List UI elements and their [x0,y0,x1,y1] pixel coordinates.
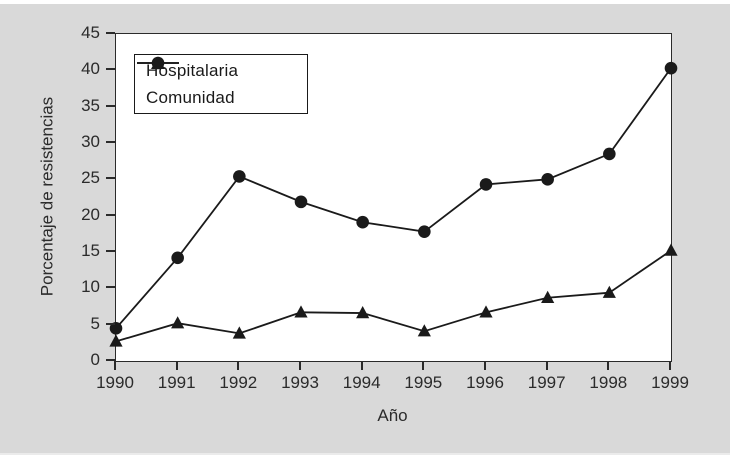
triangle-data-point-icon [356,306,370,319]
circle-data-point-icon [294,195,308,209]
y-tick-mark [106,286,115,289]
y-tick-mark [106,32,115,34]
x-tick-label: 1990 [96,373,134,392]
x-tick-mark [360,361,363,370]
triangle-marker-icon [137,56,179,69]
x-tick-mark [484,361,486,370]
circle-data-point-icon [356,215,369,229]
y-tick-label: 15 [81,241,100,260]
triangle-data-point-icon [109,334,123,347]
x-tick-label: 1995 [404,373,443,392]
series-line-hospitalaria [115,67,672,329]
triangle-data-point-icon [417,324,431,337]
y-tick-label: 40 [81,59,100,79]
circle-data-point-icon [418,225,431,238]
y-tick-mark [106,141,115,143]
legend-row-comunidad: Comunidad [137,56,307,109]
y-tick-mark [106,213,115,216]
x-tick-mark [237,361,240,370]
y-tick-mark [106,250,115,252]
top-border-strip [0,0,730,4]
x-tick-mark [175,361,178,370]
x-tick-mark [669,361,671,370]
x-tick-label: 1993 [281,373,319,392]
y-tick-label: 35 [81,95,100,115]
y-tick-label: 5 [90,313,100,333]
y-tick-mark [106,68,115,71]
triangle-data-point-icon [479,305,493,318]
y-tick-label: 30 [81,132,100,151]
triangle-data-point-icon [664,243,678,256]
y-tick-label: 45 [81,23,100,42]
triangle-data-point-icon [294,305,308,318]
y-tick-mark [106,359,115,361]
triangle-data-point-icon [602,285,616,298]
y-tick-label: 0 [90,350,100,369]
x-tick-label: 1991 [157,373,196,392]
triangle-data-point-icon [171,316,185,329]
y-tick-label: 20 [81,204,100,224]
triangle-data-point-icon [232,326,246,339]
x-tick-mark [422,361,425,370]
x-tick-label: 1992 [219,373,258,392]
plot-area: Hospitalaria Comunidad [109,33,678,362]
x-tick-mark [545,361,548,370]
legend-label-comunidad: Comunidad [146,87,235,107]
triangle-data-point-icon [541,290,555,303]
y-tick-label: 10 [81,277,100,297]
circle-data-point-icon [541,173,554,186]
y-tick-label: 25 [81,168,100,188]
x-tick-label: 1997 [527,373,566,392]
x-tick-mark [114,361,116,370]
series-line-comunidad [115,249,672,343]
x-tick-mark [607,361,610,370]
x-axis-title: Año [377,406,408,425]
y-tick-mark [106,322,115,325]
x-tick-label: 1999 [651,373,689,392]
bottom-border-strip [0,453,730,455]
x-tick-label: 1996 [466,373,504,392]
circle-data-point-icon [603,147,616,161]
legend-label-hospitalaria: Hospitalaria [146,60,239,80]
x-tick-mark [299,361,301,370]
legend: Hospitalaria Comunidad [134,54,308,114]
circle-data-point-icon [233,170,246,183]
y-tick-mark [106,104,115,107]
x-tick-label: 1994 [342,373,381,392]
circle-data-point-icon [109,322,123,335]
data-series-svg [109,61,678,347]
circle-data-point-icon [664,61,678,75]
y-tick-mark [106,177,115,180]
circle-data-point-icon [171,251,184,265]
x-tick-label: 1998 [589,373,628,392]
circle-data-point-icon [479,178,493,191]
